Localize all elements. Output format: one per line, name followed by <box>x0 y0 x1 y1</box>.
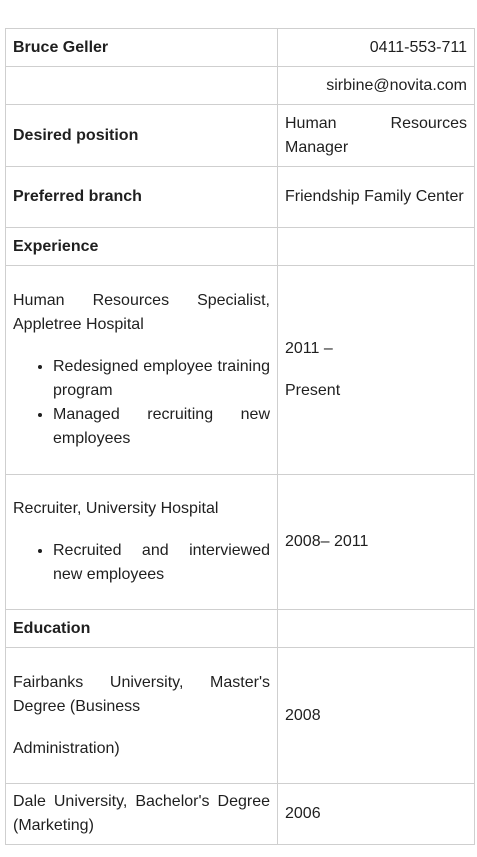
table-row: Bruce Geller 0411-553-711 <box>5 28 475 67</box>
education-heading: Education <box>5 609 278 648</box>
table-row: sirbine@novita.com <box>5 66 475 105</box>
education-entry: Dale University, Bachelor's Degree (Mark… <box>5 783 278 845</box>
table-row: Human Resources Specialist, Appletree Ho… <box>5 265 475 475</box>
candidate-name: Bruce Geller <box>5 28 278 67</box>
resume-table: Bruce Geller 0411-553-711 sirbine@novita… <box>5 28 475 845</box>
list-item: Managed recruiting new employees <box>53 403 270 451</box>
job-date-start: 2011 – <box>285 340 333 357</box>
job-dates: 2008– 2011 <box>277 474 475 610</box>
resume-document: Bruce Geller 0411-553-711 sirbine@novita… <box>5 28 475 845</box>
list-item: Redesigned employee training program <box>53 355 270 403</box>
preferred-branch-label: Preferred branch <box>5 166 278 228</box>
job-date-end: Present <box>285 382 341 399</box>
empty-cell <box>277 227 475 266</box>
candidate-phone: 0411-553-711 <box>277 28 475 67</box>
job-description: Human Resources Specialist, Appletree Ho… <box>5 265 278 475</box>
table-row: Education <box>5 609 475 648</box>
job-title: Human Resources Specialist, Appletree Ho… <box>13 292 270 333</box>
education-year: 2006 <box>277 783 475 845</box>
table-row: Dale University, Bachelor's Degree (Mark… <box>5 783 475 845</box>
table-row: Fairbanks University, Master's Degree (B… <box>5 647 475 784</box>
job-title: Recruiter, University Hospital <box>13 500 219 517</box>
job-dates: 2011 – Present <box>277 265 475 475</box>
table-row: Preferred branch Friendship Family Cente… <box>5 166 475 228</box>
education-degree-cont: Administration) <box>13 739 120 757</box>
desired-position-label: Desired position <box>5 104 278 167</box>
job-bullets: Recruited and interviewed new employees <box>13 539 270 587</box>
list-item: Recruited and interviewed new employees <box>53 539 270 587</box>
table-row: Desired position Human Resources Manager <box>5 104 475 167</box>
education-entry: Fairbanks University, Master's Degree (B… <box>5 647 278 784</box>
education-degree: Fairbanks University, Master's Degree (B… <box>13 673 270 715</box>
job-bullets: Redesigned employee training program Man… <box>13 355 270 451</box>
experience-heading: Experience <box>5 227 278 266</box>
candidate-email: sirbine@novita.com <box>277 66 475 105</box>
preferred-branch-value: Friendship Family Center <box>277 166 475 228</box>
education-year: 2008 <box>277 647 475 784</box>
empty-cell <box>5 66 278 105</box>
job-description: Recruiter, University Hospital Recruited… <box>5 474 278 610</box>
table-row: Recruiter, University Hospital Recruited… <box>5 474 475 610</box>
desired-position-value: Human Resources Manager <box>277 104 475 167</box>
table-row: Experience <box>5 227 475 266</box>
empty-cell <box>277 609 475 648</box>
